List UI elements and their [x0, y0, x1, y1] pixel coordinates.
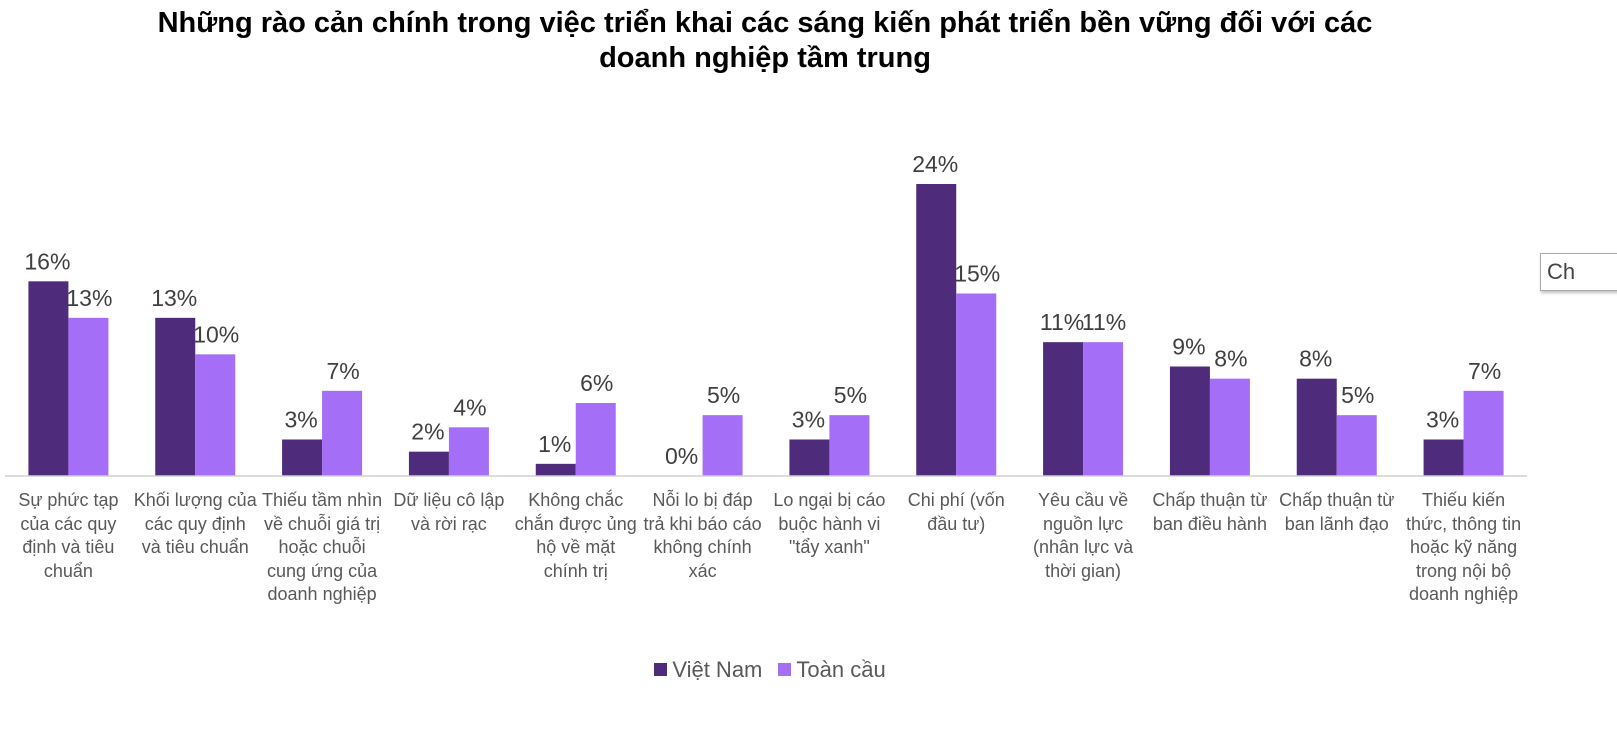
legend-swatch: [654, 663, 668, 676]
tooltip-fragment: Ch: [1540, 253, 1617, 291]
value-label: 8%: [1299, 346, 1332, 372]
bar: [829, 415, 870, 476]
x-tick-label: Dữ liệu cô lập và rời rạc: [393, 490, 505, 534]
bar: [702, 415, 743, 476]
bar: [195, 354, 236, 476]
value-label: 5%: [834, 382, 867, 408]
x-tick-label: Thiếu kiến thức, thông tin hoặc kỹ năng …: [1406, 490, 1522, 604]
value-label: 13%: [66, 285, 112, 311]
bar: [789, 439, 830, 476]
value-label: 3%: [1426, 407, 1459, 433]
value-label: 8%: [1214, 346, 1247, 372]
bar: [155, 317, 196, 476]
x-tick-label: Nỗi lo bị đáp trả khi báo cáo không chín…: [643, 490, 762, 581]
legend-item: Việt Nam: [654, 657, 762, 683]
value-label: 1%: [538, 431, 571, 457]
value-label: 16%: [24, 248, 70, 274]
x-tick-label: Khối lượng của các quy định và tiêu chuẩ…: [133, 490, 257, 557]
value-label: 7%: [1468, 358, 1501, 384]
value-label: 4%: [453, 394, 486, 420]
bar: [535, 463, 576, 476]
bar: [448, 427, 489, 476]
bar: [1169, 366, 1210, 476]
x-tick-label: Chấp thuận từ ban lãnh đạo: [1279, 490, 1395, 534]
x-tick-label: Chấp thuận từ ban điều hành: [1152, 490, 1268, 534]
bar: [28, 281, 69, 476]
x-tick-label: Thiếu tầm nhìn về chuỗi giá trị hoặc chu…: [262, 490, 383, 604]
value-label: 7%: [326, 358, 359, 384]
value-label: 9%: [1172, 334, 1205, 360]
legend-item: Toàn cầu: [778, 656, 886, 683]
bar: [322, 390, 363, 476]
value-label: 11%: [1040, 309, 1084, 335]
x-tick-label: Sự phức tạp của các quy định và tiêu chu…: [18, 490, 119, 581]
value-label: 11%: [1082, 309, 1126, 335]
value-label: 15%: [954, 261, 1000, 287]
x-tick-label: Lo ngại bị cáo buộc hành vi "tẩy xanh": [773, 490, 886, 557]
value-label: 3%: [792, 407, 825, 433]
bar: [575, 403, 616, 476]
bar: [408, 451, 449, 476]
value-label: 0%: [665, 443, 698, 469]
legend-label: Toàn cầu: [796, 656, 886, 682]
value-label: 13%: [151, 285, 197, 311]
bar: [68, 317, 109, 476]
value-label: 2%: [411, 419, 444, 445]
value-label: 5%: [1341, 382, 1374, 408]
legend-label: Việt Nam: [672, 656, 763, 682]
bar: [1083, 342, 1124, 476]
x-tick-label: Chi phí (vốn đầu tư): [907, 490, 1005, 534]
bar: [1423, 439, 1464, 476]
value-label: 24%: [912, 151, 958, 177]
value-label: 3%: [284, 407, 317, 433]
x-tick-label: Yêu cầu về nguồn lực (nhân lực và thời g…: [1033, 490, 1134, 581]
x-tick-label: Không chắc chắn được ủng hộ về mặt chính…: [514, 490, 637, 581]
bar: [1463, 390, 1504, 476]
value-label: 5%: [707, 382, 740, 408]
bar: [1209, 378, 1250, 476]
bar: [1043, 342, 1084, 476]
legend: Việt Nam Toàn cầu: [0, 656, 1540, 683]
bar: [916, 184, 957, 476]
bar: [1296, 378, 1337, 476]
chart-title: Những rào cản chính trong việc triển kha…: [157, 7, 1373, 74]
value-label: 10%: [193, 321, 239, 347]
bar: [1336, 415, 1377, 476]
legend-swatch: [778, 663, 792, 676]
bar: [282, 439, 323, 476]
value-label: 6%: [580, 370, 613, 396]
bar: [956, 293, 997, 476]
